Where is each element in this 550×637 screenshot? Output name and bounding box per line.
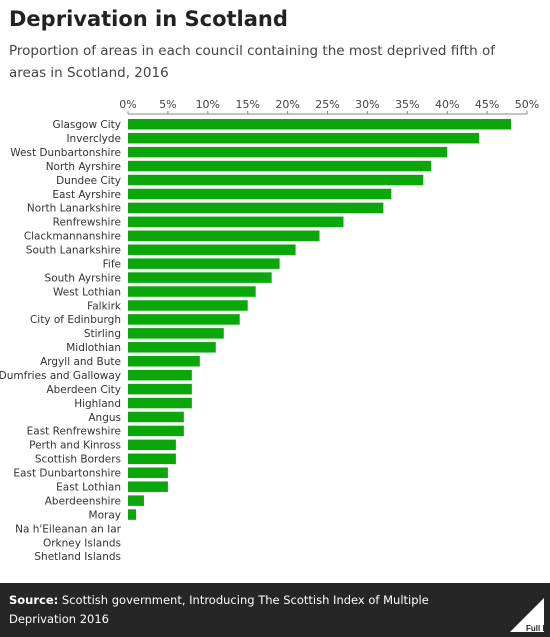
category-label: City of Edinburgh [30, 314, 121, 326]
source-label: Source: [9, 593, 59, 607]
bar [128, 369, 192, 381]
bar [128, 453, 176, 465]
source-footer: Source: Scottish government, Introducing… [0, 583, 550, 637]
bar [128, 258, 280, 269]
bar [128, 244, 296, 255]
x-tick-label: 0% [119, 98, 136, 111]
bar-chart: 0% 5% 10% 15% 20% 25% 30% 35% 40% 45% 50% Glasgow C… [0, 98, 539, 563]
bar [128, 355, 200, 367]
bar [128, 300, 248, 311]
category-label: Dundee City [56, 175, 121, 187]
bar [128, 509, 136, 520]
bar [128, 314, 240, 325]
category-label: West Lothian [53, 286, 121, 298]
chart-title: Deprivation in Scotland [9, 7, 288, 31]
bar [128, 481, 168, 492]
x-tick-label: 30% [355, 98, 379, 111]
bar [128, 495, 144, 506]
category-label: Highland [74, 398, 121, 410]
x-tick-label: 10% [196, 98, 220, 111]
bar [128, 119, 512, 130]
x-tick-label: 5% [159, 98, 176, 111]
category-label: Midlothian [66, 342, 121, 354]
bar [128, 160, 432, 172]
bar [128, 132, 480, 144]
source-note: Source: Scottish government, Introducing… [9, 591, 439, 629]
bar [128, 272, 272, 283]
category-label: Inverclyde [66, 133, 121, 145]
bar [128, 188, 392, 200]
bar [128, 174, 424, 186]
bar [128, 202, 384, 214]
source-text: Scottish government, Introducing The Sco… [9, 593, 429, 626]
x-tick-label: 35% [395, 98, 419, 111]
category-label: East Ayrshire [52, 189, 121, 201]
bar [128, 411, 184, 423]
category-label: Perth and Kinross [29, 440, 121, 452]
category-label: Argyll and Bute [40, 356, 121, 368]
category-label: North Lanarkshire [27, 203, 121, 215]
bar [128, 383, 192, 395]
category-label: Aberdeenshire [45, 495, 121, 507]
x-tick-label: 15% [235, 98, 259, 111]
category-label: Angus [88, 412, 121, 424]
bar [128, 425, 184, 437]
category-label: Falkirk [87, 300, 122, 312]
logo-text: Full Fact [526, 624, 546, 633]
x-tick-label: 50% [515, 98, 539, 111]
bar [128, 439, 176, 451]
category-label: West Dunbartonshire [10, 147, 121, 159]
category-label: East Dunbartonshire [13, 468, 121, 480]
chart-subtitle: Proportion of areas in each council cont… [9, 43, 495, 81]
category-label: South Lanarkshire [26, 245, 121, 257]
category-label: Aberdeen City [46, 384, 121, 396]
bar [128, 230, 320, 242]
category-label: Clackmannanshire [24, 231, 121, 243]
category-label: Orkney Islands [43, 537, 121, 549]
category-label: Na h'Eileanan an Iar [15, 523, 122, 535]
category-label: Fife [103, 258, 121, 270]
category-label: Moray [89, 509, 121, 521]
x-tick-label: 45% [475, 98, 499, 111]
category-label: Stirling [84, 328, 121, 340]
bar [128, 342, 216, 353]
full-fact-logo-icon: Full Fact [510, 598, 546, 633]
x-tick-label: 25% [315, 98, 339, 111]
category-label: Scottish Borders [35, 454, 121, 466]
bar [128, 216, 344, 228]
x-tick-label: 20% [275, 98, 299, 111]
bar [128, 146, 448, 158]
bar [128, 397, 192, 409]
x-tick-label: 40% [435, 98, 459, 111]
bar [128, 328, 224, 339]
category-label: Renfrewshire [53, 217, 121, 229]
bar [128, 467, 168, 478]
category-label: Shetland Islands [34, 551, 121, 563]
category-label: Dumfries and Galloway [0, 370, 121, 382]
category-label: Glasgow City [52, 119, 121, 131]
category-label: East Renfrewshire [27, 426, 121, 438]
category-label: East Lothian [56, 481, 121, 493]
category-label: North Ayrshire [46, 161, 121, 173]
bar [128, 286, 256, 297]
category-label: South Ayrshire [45, 272, 121, 284]
